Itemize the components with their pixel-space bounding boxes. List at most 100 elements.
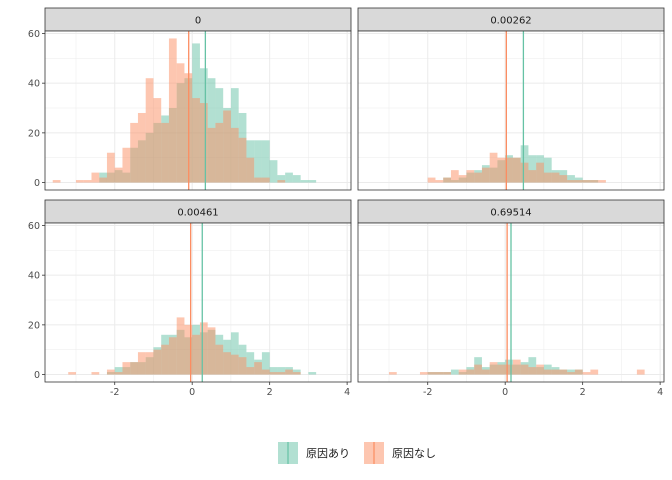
histogram-bar (559, 175, 568, 183)
histogram-bar (292, 175, 301, 183)
histogram-bar (91, 372, 100, 375)
histogram-bar (246, 367, 255, 375)
histogram-bar (308, 372, 317, 375)
histogram-bar (269, 160, 278, 183)
histogram-bar (528, 357, 537, 375)
histogram-bar (153, 98, 162, 183)
x-tick-label: 2 (267, 387, 273, 398)
histogram-bar (450, 369, 459, 375)
histogram-bar (443, 177, 451, 183)
histogram-bar (199, 322, 208, 375)
histogram-bar (261, 369, 270, 375)
histogram-bar (230, 127, 239, 183)
histogram-bar (238, 357, 247, 375)
histogram-bar (512, 157, 521, 183)
histogram-bar (435, 180, 444, 183)
histogram-bar (153, 349, 162, 375)
histogram-bar (192, 334, 200, 375)
histogram-bar (505, 364, 513, 375)
facet-strip-label: 0.00262 (490, 16, 531, 27)
histogram-bar (590, 180, 599, 183)
histogram-bar (574, 369, 583, 375)
histogram-bar (443, 372, 451, 375)
histogram-bar (551, 369, 560, 375)
histogram-bar (427, 372, 436, 375)
histogram-bar (528, 155, 537, 183)
legend-item-cause-absent: 原因なし (364, 442, 436, 464)
histogram-bar (458, 369, 467, 375)
x-tick-label: 0 (502, 387, 508, 398)
histogram-bar (474, 364, 482, 375)
x-tick-label: 4 (657, 387, 663, 398)
facet-strip-label: 0.00461 (177, 208, 218, 219)
histogram-bar (137, 112, 146, 183)
histogram-bar (168, 38, 177, 183)
histogram-bar (277, 372, 286, 375)
histogram-bar (269, 372, 278, 375)
histogram-bar (536, 162, 544, 183)
histogram-bar (567, 180, 575, 183)
histogram-bar (106, 152, 115, 183)
histogram-bar (512, 359, 521, 375)
histogram-bar (223, 352, 231, 375)
histogram-bar (543, 157, 552, 183)
histogram-bar (497, 364, 506, 375)
histogram-bar (238, 137, 247, 183)
facet-panel: 0.00262 (357, 7, 665, 191)
histogram-bar (582, 180, 591, 183)
histogram-bar (277, 367, 286, 375)
histogram-bar (520, 364, 529, 375)
histogram-bar (184, 324, 193, 375)
histogram-bar (114, 367, 123, 375)
histogram-bar (161, 122, 169, 183)
facet-strip-label: 0 (195, 16, 201, 27)
y-tick-label: 60 (28, 221, 40, 232)
histogram-bar (207, 327, 216, 375)
histogram-bar (567, 175, 575, 183)
histogram-bar (458, 175, 467, 183)
legend: 原因あり 原因なし (278, 442, 436, 464)
histogram-bar (536, 364, 544, 375)
histogram-bars (427, 145, 606, 183)
y-tick-label: 40 (28, 79, 40, 90)
legend-item-cause-present: 原因あり (278, 442, 350, 464)
histogram-bars (388, 357, 645, 375)
histogram-bar (261, 140, 270, 183)
histogram-bar (83, 180, 92, 183)
histogram-bar (450, 170, 459, 183)
histogram-bar (505, 157, 513, 183)
legend-label-cause-present: 原因あり (306, 447, 350, 460)
histogram-bar (419, 372, 428, 375)
histogram-bar (106, 369, 115, 375)
histogram-bar (497, 157, 506, 183)
histogram-bar (261, 352, 270, 375)
histogram-bar (481, 369, 490, 375)
x-tick-label: 4 (344, 387, 350, 398)
histogram-bar (636, 369, 645, 375)
histogram-bar (269, 367, 278, 375)
histogram-bar (466, 170, 475, 183)
histogram-bar (292, 372, 301, 375)
histogram-bar (161, 344, 169, 375)
histogram-bar (215, 344, 224, 375)
x-tick-label: -2 (423, 387, 432, 398)
histogram-bar (130, 122, 138, 183)
facet-panel: 0.69514 -2 0 2 4 (357, 199, 665, 398)
histogram-bar (254, 177, 262, 183)
histogram-bar (308, 180, 317, 183)
facet-strip-label: 0.69514 (490, 208, 531, 219)
facet-panel: 0.00461 0 20 40 60 -2 0 2 4 (28, 199, 352, 398)
legend-label-cause-absent: 原因なし (392, 447, 436, 460)
histogram-bar (489, 152, 498, 183)
histogram-bar (176, 63, 185, 183)
histogram-bar (52, 180, 61, 183)
histogram-bar (122, 147, 131, 183)
x-tick-label: -2 (110, 387, 119, 398)
panel-border (357, 30, 665, 191)
histogram-bar (598, 180, 606, 183)
histogram-bar (489, 362, 498, 375)
y-tick-label: 40 (28, 271, 40, 282)
histogram-bar (91, 172, 100, 183)
